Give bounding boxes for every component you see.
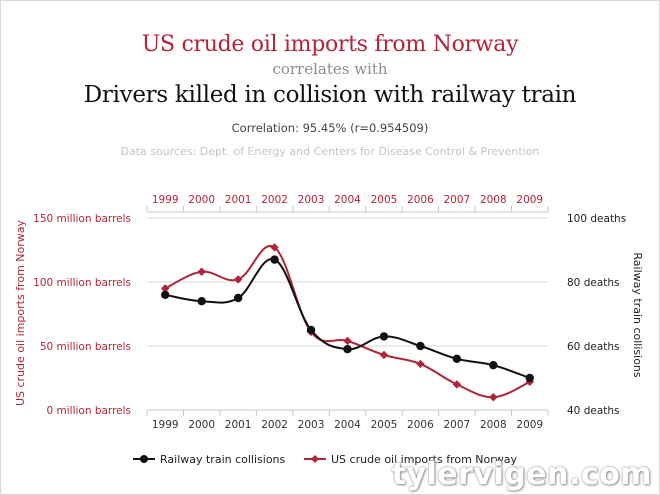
x-tick-label-bottom: 2009 xyxy=(516,419,543,431)
oil-data-point xyxy=(489,393,498,402)
x-tick-label-bottom: 2008 xyxy=(480,419,507,431)
oil-data-point xyxy=(379,350,389,360)
x-tick-label-top: 2004 xyxy=(334,194,361,206)
railway-data-point xyxy=(343,345,352,354)
x-tick-label-bottom: 1999 xyxy=(152,419,179,431)
railway-data-point xyxy=(416,341,425,351)
x-tick-label-bottom: 2001 xyxy=(225,419,252,431)
railway-data-point xyxy=(489,361,498,370)
left-axis-tick-label: 150 million barrels xyxy=(33,213,131,225)
x-tick-label-top: 2002 xyxy=(261,194,288,206)
x-tick-label-bottom: 2003 xyxy=(298,419,325,431)
x-tick-label-bottom: 2007 xyxy=(443,419,470,431)
correlation-value: Correlation: 95.45% (r=0.954509) xyxy=(231,121,429,135)
x-tick-label-bottom: 2000 xyxy=(188,419,215,431)
legend-railway-label: Railway train collisions xyxy=(160,453,286,466)
oil-data-point xyxy=(452,380,462,389)
railway-data-point xyxy=(525,373,534,383)
right-axis-tick-label: 80 deaths xyxy=(567,277,620,289)
oil-data-point xyxy=(343,336,352,346)
x-tick-label-top: 2000 xyxy=(188,194,215,206)
x-tick-label-top: 2007 xyxy=(443,194,470,206)
railway-data-point xyxy=(161,290,170,299)
chart-title-bottom: Drivers killed in collision with railway… xyxy=(83,82,577,108)
railway-data-point xyxy=(233,293,243,303)
right-axis-title: Railway train collisions xyxy=(631,252,644,378)
chart-title-top: US crude oil imports from Norway xyxy=(141,32,519,57)
oil-data-point xyxy=(233,275,243,284)
oil-data-point xyxy=(161,284,170,293)
oil-data-point xyxy=(416,359,425,369)
x-tick-label-bottom: 2002 xyxy=(261,419,288,431)
right-axis-tick-label: 40 deaths xyxy=(567,405,620,417)
railway-data-point xyxy=(452,354,462,363)
x-tick-label-top: 2008 xyxy=(480,194,507,206)
oil-imports-line xyxy=(164,244,531,399)
x-tick-label-top: 2001 xyxy=(225,194,252,206)
left-axis-tick-label: 50 million barrels xyxy=(40,341,131,353)
left-axis-title: US crude oil imports from Norway xyxy=(14,219,27,406)
x-tick-label-top: 1999 xyxy=(152,194,179,206)
legend-oil-marker xyxy=(311,455,319,463)
left-axis-tick-label: 100 million barrels xyxy=(33,277,131,289)
legend-railway-marker xyxy=(140,455,148,463)
data-sources: Data sources: Dept. of Energy and Center… xyxy=(120,145,540,158)
right-axis-tick-label: 100 deaths xyxy=(567,213,626,225)
x-tick-label-top: 2006 xyxy=(407,194,434,206)
railway-data-point xyxy=(379,332,389,341)
x-tick-label-top: 2003 xyxy=(298,194,325,206)
x-tick-label-top: 2005 xyxy=(371,194,398,206)
oil-data-point xyxy=(197,267,206,276)
railway-data-point xyxy=(306,325,316,335)
correlates-with-label: correlates with xyxy=(272,60,388,78)
legend-oil-label: US crude oil imports from Norway xyxy=(331,453,518,466)
left-axis-tick-label: 0 million barrels xyxy=(47,405,132,417)
watermark-text: tylervigen.com xyxy=(391,457,652,492)
oil-data-point xyxy=(270,243,279,252)
x-tick-label-bottom: 2004 xyxy=(334,419,361,431)
railway-data-point xyxy=(270,255,279,264)
railway-data-point xyxy=(197,297,206,306)
x-tick-label-top: 2009 xyxy=(516,194,543,206)
x-tick-label-bottom: 2006 xyxy=(407,419,434,431)
right-axis-tick-label: 60 deaths xyxy=(567,341,620,353)
x-tick-label-bottom: 2005 xyxy=(371,419,398,431)
